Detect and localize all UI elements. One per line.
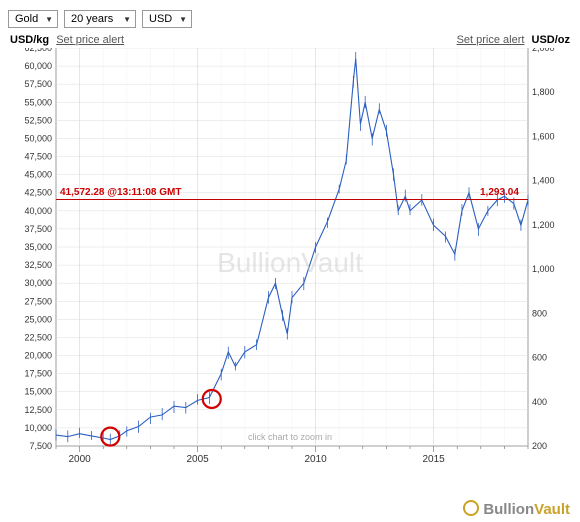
svg-text:1,800: 1,800 (532, 87, 555, 97)
svg-text:55,000: 55,000 (24, 97, 52, 107)
left-axis-title: USD/kg (10, 34, 49, 46)
svg-text:52,500: 52,500 (24, 115, 52, 125)
svg-text:2010: 2010 (304, 454, 327, 465)
logo-icon (463, 500, 479, 516)
svg-text:62,500: 62,500 (24, 48, 52, 53)
svg-text:60,000: 60,000 (24, 61, 52, 71)
chart-svg: 7,500 10,000 12,500 15,000 17,500 20,000 22,50… (8, 48, 572, 478)
svg-text:40,000: 40,000 (24, 206, 52, 216)
svg-text:1,600: 1,600 (532, 131, 555, 141)
commodity-select[interactable]: Gold (8, 10, 58, 28)
svg-text:45,000: 45,000 (24, 170, 52, 180)
svg-text:15,000: 15,000 (24, 387, 52, 397)
footer-logo: BullionVault (463, 500, 570, 518)
set-price-alert-right[interactable]: Set price alert (457, 34, 525, 46)
svg-text:27,500: 27,500 (24, 296, 52, 306)
svg-text:35,000: 35,000 (24, 242, 52, 252)
set-price-alert-left[interactable]: Set price alert (56, 34, 124, 46)
commodity-value: Gold (15, 13, 38, 25)
current-price-right-label: 1,293.04 (480, 187, 519, 198)
svg-text:12,500: 12,500 (24, 405, 52, 415)
svg-text:2000: 2000 (68, 454, 91, 465)
svg-text:20,000: 20,000 (24, 351, 52, 361)
svg-text:50,000: 50,000 (24, 133, 52, 143)
svg-text:37,500: 37,500 (24, 224, 52, 234)
svg-text:2015: 2015 (422, 454, 445, 465)
svg-text:200: 200 (532, 441, 547, 451)
svg-text:22,500: 22,500 (24, 332, 52, 342)
logo-gold: Vault (534, 501, 570, 518)
svg-text:47,500: 47,500 (24, 152, 52, 162)
svg-text:30,000: 30,000 (24, 278, 52, 288)
range-select[interactable]: 20 years (64, 10, 136, 28)
right-axis-title: USD/oz (532, 34, 571, 46)
svg-text:17,500: 17,500 (24, 369, 52, 379)
svg-text:32,500: 32,500 (24, 260, 52, 270)
price-chart[interactable]: 7,500 10,000 12,500 15,000 17,500 20,000 22,50… (8, 48, 572, 478)
svg-text:1,200: 1,200 (532, 220, 555, 230)
current-price-left-label: 41,572.28 @13:11:08 GMT (60, 187, 182, 198)
svg-text:1,400: 1,400 (532, 176, 555, 186)
svg-text:800: 800 (532, 308, 547, 318)
svg-text:2,000: 2,000 (532, 48, 555, 53)
svg-text:42,500: 42,500 (24, 188, 52, 198)
svg-text:1,000: 1,000 (532, 264, 555, 274)
svg-text:25,000: 25,000 (24, 314, 52, 324)
currency-value: USD (149, 13, 172, 25)
chart-controls: Gold 20 years USD (8, 10, 572, 28)
svg-text:400: 400 (532, 397, 547, 407)
range-value: 20 years (71, 13, 113, 25)
logo-grey: Bullion (483, 501, 534, 518)
zoom-hint: click chart to zoom in (248, 432, 332, 442)
axis-header: USD/kg Set price alert Set price alert U… (8, 34, 572, 46)
svg-text:2005: 2005 (186, 454, 209, 465)
svg-text:600: 600 (532, 353, 547, 363)
svg-text:10,000: 10,000 (24, 423, 52, 433)
svg-text:7,500: 7,500 (29, 441, 52, 451)
currency-select[interactable]: USD (142, 10, 192, 28)
svg-text:57,500: 57,500 (24, 79, 52, 89)
